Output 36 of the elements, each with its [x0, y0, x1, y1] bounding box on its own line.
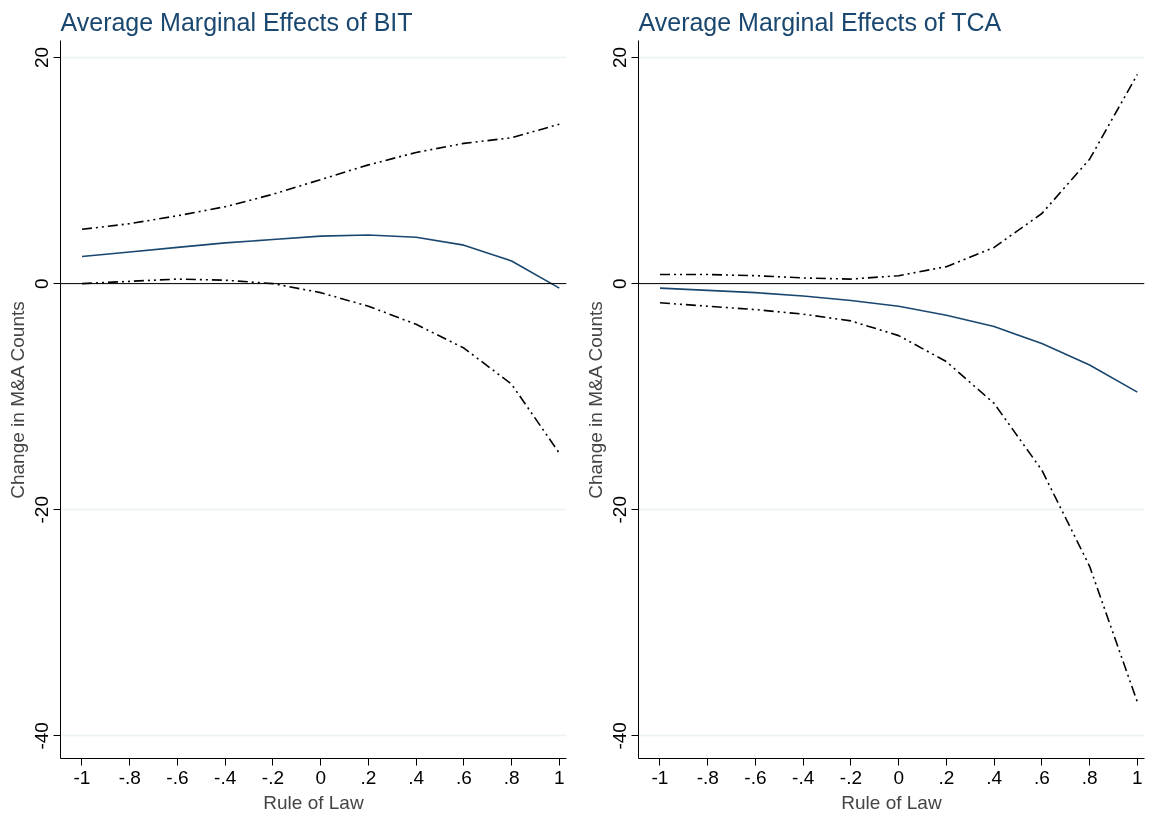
y-tick-label: 20: [609, 46, 631, 69]
x-tick-label: .4: [408, 766, 425, 788]
x-tick-label: .2: [360, 766, 377, 788]
chart-title: Average Marginal Effects of BIT: [60, 7, 413, 36]
x-tick-label: .6: [1033, 766, 1050, 788]
y-axis-title: Change in M&A Counts: [6, 301, 28, 499]
y-tick-label: -40: [609, 722, 631, 750]
x-axis-title: Rule of Law: [263, 791, 364, 813]
y-tick-label: -20: [31, 496, 53, 524]
x-tick-label: -1: [651, 766, 669, 788]
y-tick-label: 0: [31, 278, 53, 289]
x-tick-label: 1: [1132, 766, 1143, 788]
y-tick-label: 20: [31, 46, 53, 69]
x-tick-label: .8: [1081, 766, 1098, 788]
x-tick-label: -.8: [696, 766, 719, 788]
x-tick-label: 1: [554, 766, 565, 788]
x-tick-label: -1: [73, 766, 91, 788]
x-tick-label: .6: [455, 766, 472, 788]
y-tick-label: -20: [609, 496, 631, 524]
x-tick-label: 0: [893, 766, 904, 788]
x-tick-label: .2: [938, 766, 955, 788]
y-tick-label: 0: [609, 278, 631, 289]
y-tick-label: -40: [31, 722, 53, 750]
chart-title: Average Marginal Effects of TCA: [638, 7, 1002, 36]
x-tick-label: -.4: [792, 766, 815, 788]
y-axis-title: Change in M&A Counts: [584, 301, 606, 499]
x-tick-label: .4: [986, 766, 1003, 788]
x-tick-label: -.2: [839, 766, 863, 788]
x-tick-label: -.4: [214, 766, 237, 788]
x-tick-label: .8: [503, 766, 520, 788]
x-axis-title: Rule of Law: [841, 791, 942, 813]
x-tick-label: -.8: [118, 766, 141, 788]
x-tick-label: -.6: [166, 766, 189, 788]
x-tick-label: -.6: [744, 766, 767, 788]
x-tick-label: -.2: [261, 766, 285, 788]
x-tick-label: 0: [315, 766, 326, 788]
